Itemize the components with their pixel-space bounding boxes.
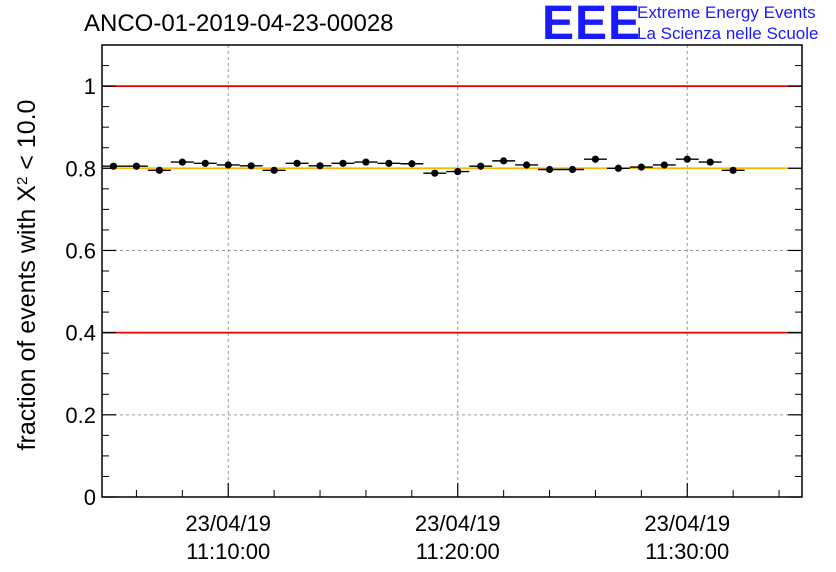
y-tick-labels: 0 0.2 0.4 0.6 0.8 1 [65, 74, 96, 510]
axis-ticks [102, 44, 802, 498]
data-point [652, 161, 676, 169]
marker [293, 159, 301, 167]
marker [522, 161, 531, 169]
marker [385, 159, 393, 167]
marker [224, 161, 232, 169]
marker [270, 166, 278, 174]
data-point [698, 158, 722, 166]
y-tick-label: 0 [84, 485, 96, 510]
data-point [675, 155, 699, 163]
data-point [377, 159, 401, 167]
marker [729, 166, 737, 174]
data-point [285, 159, 309, 167]
x-tick-label-time: 11:20:00 [416, 539, 500, 564]
marker [706, 158, 714, 166]
marker [591, 155, 600, 163]
y-axis-label-sup: 2 [14, 177, 31, 185]
y-tick-label: 0.4 [65, 321, 96, 346]
y-axis-label-main: fraction of events with X [13, 185, 41, 451]
data-point [216, 161, 240, 169]
x-tick-label-time: 11:30:00 [645, 539, 729, 564]
data-point [170, 158, 194, 166]
marker [201, 159, 209, 167]
data-point [239, 162, 263, 170]
eee-logo-mark: EEE [542, 0, 642, 50]
chart-title: ANCO-01-2019-04-23-00028 [84, 10, 394, 37]
y-tick-label: 0.2 [65, 403, 96, 428]
grid-lines [102, 45, 802, 497]
marker [477, 162, 485, 170]
data-point [469, 162, 493, 170]
data-point [354, 158, 378, 166]
marker [316, 162, 324, 170]
reference-lines [102, 85, 802, 334]
data-point [515, 161, 539, 169]
y-tick-label: 0.6 [65, 238, 96, 263]
marker [132, 162, 141, 170]
marker [545, 165, 554, 174]
data-point [400, 160, 424, 168]
y-axis-label: fraction of events with X2 < 10.0 [13, 100, 41, 451]
y-axis-label-tail: < 10.0 [13, 100, 41, 177]
x-tick-label-date: 23/04/19 [415, 511, 501, 536]
data-point [538, 165, 562, 174]
data-point [193, 159, 217, 167]
marker [178, 158, 186, 166]
marker [500, 157, 508, 165]
marker [431, 169, 439, 177]
x-tick-label-time: 11:10:00 [186, 539, 270, 564]
marker [155, 166, 163, 174]
data-point [124, 162, 148, 170]
data-point [629, 163, 653, 171]
data-point [492, 157, 516, 165]
x-tick-label-date: 23/04/19 [644, 511, 730, 536]
marker [408, 160, 416, 168]
y-tick-label: 0.8 [65, 156, 96, 181]
marker [247, 162, 255, 170]
marker [660, 161, 668, 169]
logo-line-2: La Scienza nelle Scuole [637, 24, 819, 43]
marker [339, 159, 347, 167]
marker [362, 158, 370, 166]
data-point [446, 167, 470, 176]
marker [568, 165, 577, 174]
data-point [262, 166, 286, 174]
data-point [423, 169, 447, 177]
logo-line-1: Extreme Energy Events [637, 3, 816, 22]
plot-frame [101, 44, 803, 498]
data-point [721, 166, 745, 174]
x-tick-labels: 23/04/19 11:10:00 23/04/19 11:20:00 23/04/19… [185, 511, 730, 564]
data-point [561, 165, 584, 174]
data-point [331, 159, 355, 167]
data-point [308, 162, 332, 170]
y-tick-label: 1 [84, 74, 96, 99]
data-points [102, 155, 745, 177]
data-point [147, 166, 171, 174]
marker [454, 167, 462, 176]
data-point [606, 164, 630, 172]
marker [683, 155, 691, 163]
marker [614, 164, 622, 172]
x-tick-label-date: 23/04/19 [185, 511, 271, 536]
marker [637, 163, 645, 171]
data-point [583, 155, 607, 163]
